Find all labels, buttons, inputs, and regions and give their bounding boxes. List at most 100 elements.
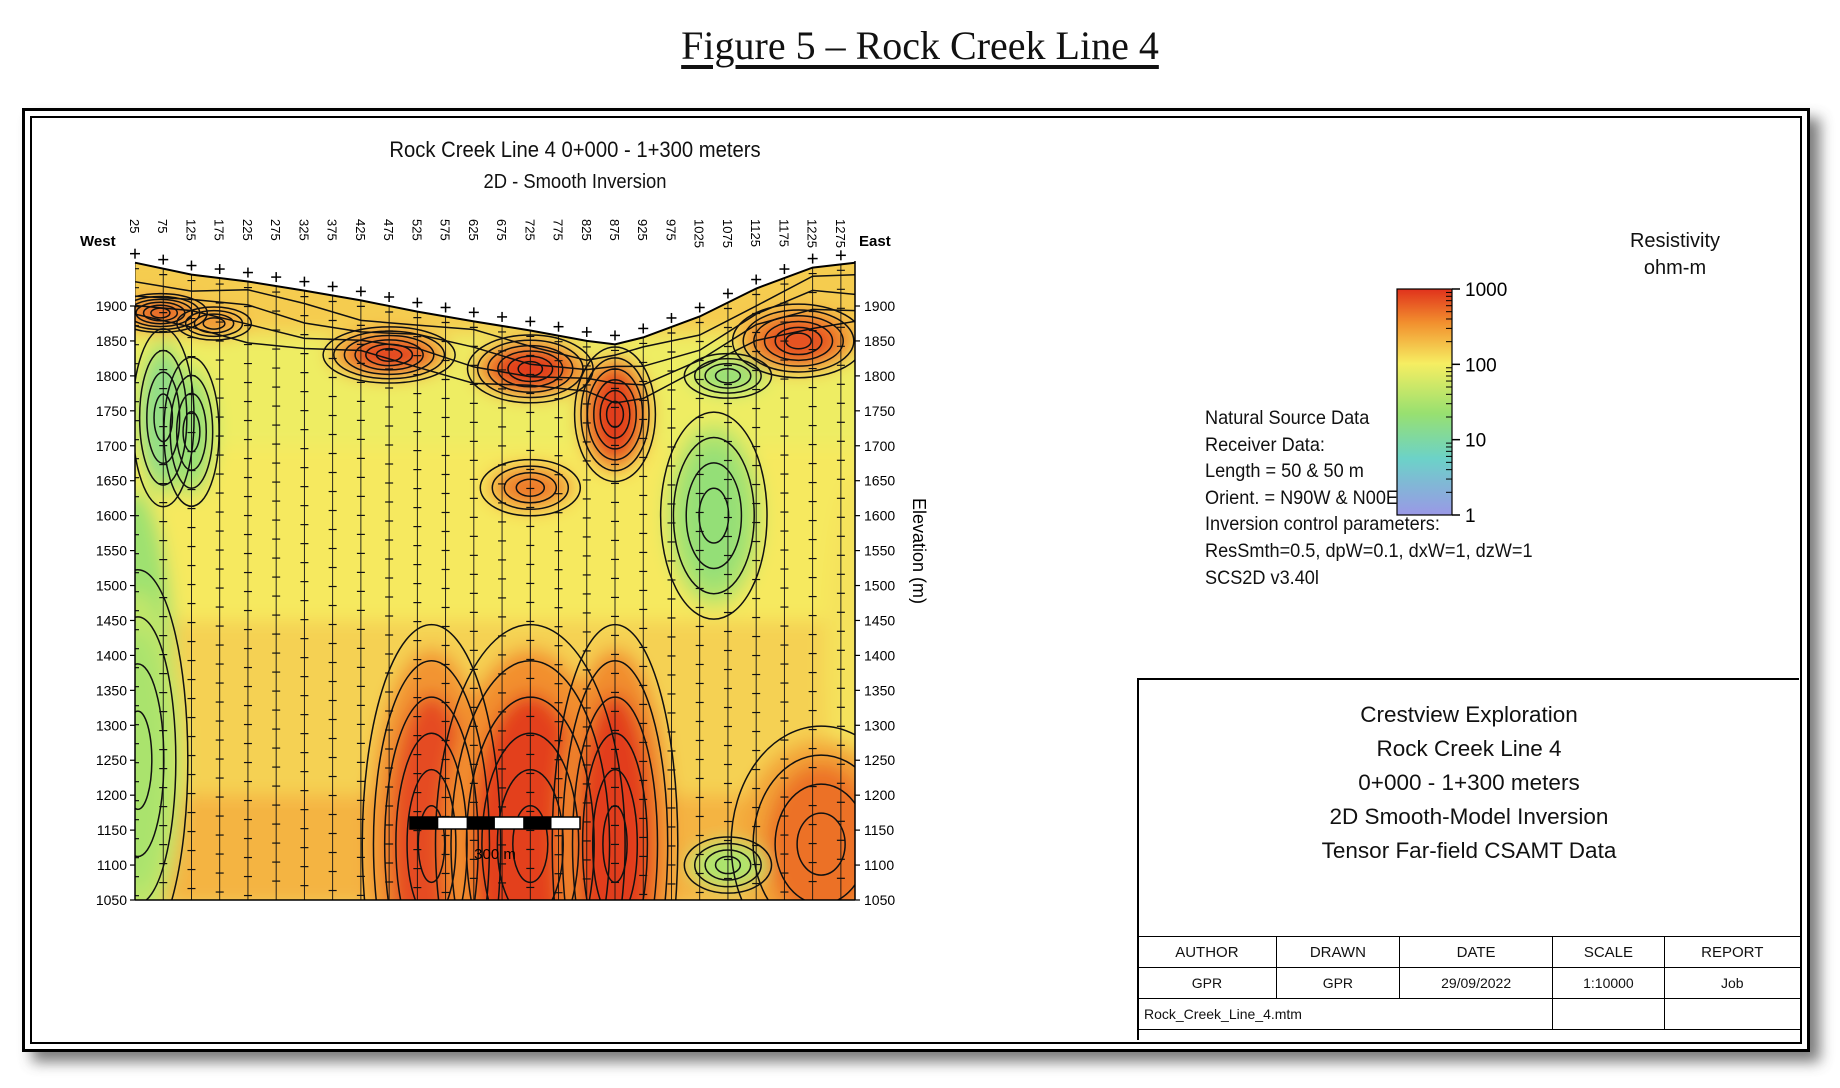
y-tick-label-right: 1750	[864, 403, 895, 419]
x-tick-label: 375	[325, 219, 340, 241]
drawn-header: DRAWN	[1275, 936, 1400, 968]
y-tick-label-right: 1650	[864, 473, 895, 489]
x-tick-label: 625	[466, 219, 481, 241]
extent-line: 0+000 - 1+300 meters	[1358, 770, 1580, 795]
scale-bar: 300 m	[409, 816, 581, 863]
resistivity-section-plot: 25 75 125 175 225 275 325 375 425 475 525 575 625 675…	[80, 219, 1507, 908]
y-tick-label-left: 1600	[96, 508, 127, 524]
contour-line	[202, 317, 226, 330]
colorbar-unit: ohm-m	[1643, 257, 1707, 279]
x-tick-label: 1025	[692, 219, 707, 248]
y-tick-label-left: 1800	[96, 368, 127, 384]
colorbar-tick-label: 10	[1465, 431, 1486, 452]
y-tick-label-right: 1200	[864, 787, 895, 803]
contour-line	[406, 768, 457, 900]
topography-line	[134, 261, 856, 346]
contour-line	[685, 462, 743, 570]
x-tick-label: 875	[607, 219, 622, 241]
x-tick-label: 25	[127, 219, 142, 233]
plot-subtitle: 2D - Smooth Inversion	[483, 171, 667, 193]
contour-line	[659, 411, 768, 620]
x-tick-label: 525	[409, 219, 424, 241]
colorbar-tick-label: 1	[1465, 506, 1476, 527]
contour-line	[142, 304, 179, 322]
x-tick-label: 675	[494, 219, 509, 241]
y-tick-label-left: 1100	[97, 857, 127, 873]
contour-line	[752, 754, 855, 900]
author-value: GPR	[1137, 967, 1277, 999]
contour-line	[698, 487, 730, 544]
author-header: AUTHOR	[1137, 936, 1277, 968]
y-tick-label-left: 1650	[96, 473, 127, 489]
file-name: Rock_Creek_Line_4.mtm	[1136, 998, 1554, 1030]
x-tick-label: 775	[551, 219, 566, 241]
x-tick-label: 225	[240, 219, 255, 241]
drawn-value: GPR	[1275, 967, 1400, 999]
y-tick-label-left: 1050	[96, 892, 127, 908]
scale-header: SCALE	[1552, 936, 1665, 968]
y-tick-label-left: 1500	[96, 578, 127, 594]
scale-value: 1:10000	[1552, 967, 1665, 999]
contour-line	[774, 783, 855, 900]
x-tick-label: 425	[353, 219, 368, 241]
y-tick-label-left: 1700	[96, 438, 127, 454]
colorbar-tick-label: 100	[1465, 355, 1497, 376]
empty-cell	[1663, 998, 1802, 1030]
x-tick-label: 1125	[748, 219, 763, 247]
method-line: 2D Smooth-Model Inversion	[1329, 804, 1609, 829]
y-tick-label-right: 1500	[864, 578, 895, 594]
contour-line	[763, 320, 834, 362]
contour-line	[372, 660, 491, 900]
info-line: Natural Source Data	[1205, 407, 1370, 429]
y-tick-label-left: 1300	[96, 717, 127, 733]
inversion-info: Natural Source Data Receiver Data: Lengt…	[1205, 405, 1557, 591]
x-tick-label: 825	[579, 219, 594, 241]
report-header: REPORT	[1663, 936, 1802, 968]
west-label: West	[80, 233, 116, 250]
y-tick-label-right: 1400	[864, 647, 895, 663]
colorbar-tick-label: 1000	[1465, 280, 1507, 301]
contour-line	[135, 568, 189, 900]
y-tick-label-left: 1150	[97, 822, 127, 838]
contour-line	[135, 298, 194, 328]
x-tick-label: 75	[155, 219, 170, 233]
x-tick-label: 275	[268, 219, 283, 241]
inner-border	[30, 116, 1802, 1044]
east-label: East	[859, 233, 891, 250]
info-line: SCS2D v3.40l	[1205, 566, 1319, 589]
y-tick-label-right: 1900	[864, 298, 895, 314]
empty-cell	[1552, 998, 1665, 1030]
date-value: 29/09/2022	[1398, 967, 1554, 999]
project-line: Rock Creek Line 4	[1376, 736, 1562, 761]
info-line: Orient. = N90W & N00E	[1205, 486, 1399, 509]
title-block: Crestview Exploration Rock Creek Line 4 …	[1136, 678, 1802, 1040]
x-tick-label: 975	[663, 219, 678, 241]
scale-bar-label: 300 m	[474, 846, 516, 863]
x-tick-label: 1175	[776, 219, 791, 247]
figure-title: Figure 5 – Rock Creek Line 4	[681, 23, 1159, 68]
figure-frame: Rock Creek Line 4 0+000 - 1+300 meters 2…	[22, 108, 1810, 1052]
info-line: Length = 50 & 50 m	[1205, 460, 1364, 483]
colorbar	[1396, 288, 1453, 516]
y-tick-label-left: 1400	[96, 647, 127, 663]
plot-title: Rock Creek Line 4 0+000 - 1+300 meters	[389, 137, 761, 162]
company-name: Crestview Exploration	[1360, 702, 1578, 727]
y-tick-label-left: 1450	[96, 612, 127, 628]
info-line: Inversion control parameters:	[1205, 513, 1440, 536]
x-tick-label: 575	[438, 219, 453, 241]
y-tick-label-left: 1200	[96, 787, 127, 803]
contour-line	[796, 812, 846, 876]
y-tick-label-right: 1250	[864, 752, 895, 768]
contour-line	[417, 805, 446, 884]
data-type-line: Tensor Far-field CSAMT Data	[1321, 838, 1617, 863]
contour-line	[361, 623, 502, 900]
y-tick-label-left: 1850	[96, 333, 127, 349]
elevation-axis-label: Elevation (m)	[909, 498, 929, 604]
y-tick-label-right: 1300	[864, 717, 895, 733]
x-tick-label: 1225	[805, 219, 820, 248]
date-header: DATE	[1398, 936, 1554, 968]
contour-line	[731, 303, 855, 379]
y-tick-label-right: 1800	[864, 368, 895, 384]
x-tick-label: 1075	[720, 219, 735, 248]
x-tick-label: 475	[381, 219, 396, 241]
